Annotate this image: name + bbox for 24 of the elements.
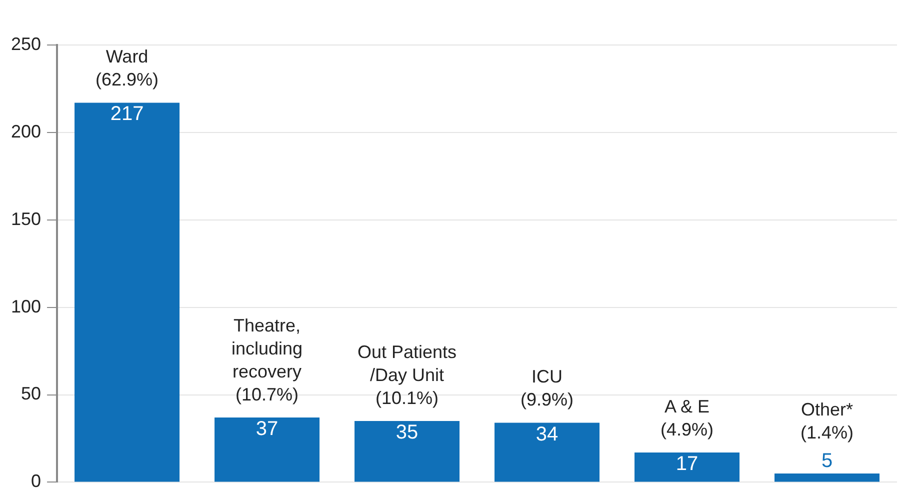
y-tick-label: 200 [10,121,42,142]
y-tick-label: 0 [31,471,42,492]
bar [774,473,880,482]
x-tick-label: Out Patients /Day Unit (10.1%) [357,342,457,408]
y-tick-label: 50 [21,384,42,404]
bar [634,452,740,482]
data-label: 34 [536,423,558,446]
x-tick-label: Theatre, including recovery (10.7%) [231,315,303,404]
data-label: 37 [256,418,278,440]
x-tick-label: Ward (62.9%) [96,46,159,90]
bar [214,417,320,482]
bar [74,102,180,482]
data-label: 17 [676,452,698,475]
x-tick-label: A & E (4.9%) [660,396,714,440]
x-tick-label: Other* (1.4%) [800,399,854,442]
data-label: 217 [110,103,144,126]
y-tick-label: 250 [10,34,42,54]
bar [494,422,600,482]
y-tick-label: 100 [10,296,42,316]
data-label: 35 [396,422,418,444]
y-tick-label: 150 [10,208,42,229]
bar [354,420,460,482]
data-label: 5 [821,450,833,472]
x-tick-label: ICU (9.9%) [520,366,574,410]
